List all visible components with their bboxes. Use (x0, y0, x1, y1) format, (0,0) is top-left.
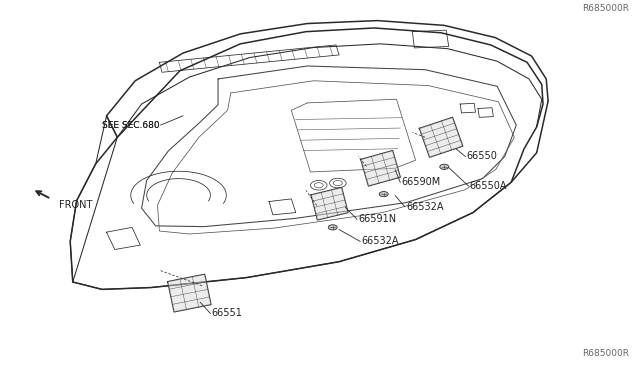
Circle shape (440, 164, 449, 169)
Text: R685000R: R685000R (582, 4, 629, 13)
Text: 66532A: 66532A (406, 202, 444, 212)
Polygon shape (361, 151, 400, 186)
Circle shape (328, 225, 337, 230)
Text: 66550A: 66550A (470, 181, 508, 191)
Text: SEE SEC.680: SEE SEC.680 (102, 121, 159, 129)
Text: 66591N: 66591N (358, 214, 396, 224)
Text: 66550: 66550 (467, 151, 497, 161)
Text: 66590M: 66590M (401, 177, 441, 187)
Polygon shape (419, 117, 463, 157)
Text: 66551: 66551 (212, 308, 243, 318)
Polygon shape (311, 187, 348, 220)
Circle shape (380, 192, 388, 197)
Text: SEE SEC.680: SEE SEC.680 (102, 121, 159, 129)
Text: FRONT: FRONT (59, 200, 92, 210)
Text: 66532A: 66532A (362, 236, 399, 246)
Polygon shape (168, 274, 211, 312)
Text: R685000R: R685000R (582, 349, 629, 358)
